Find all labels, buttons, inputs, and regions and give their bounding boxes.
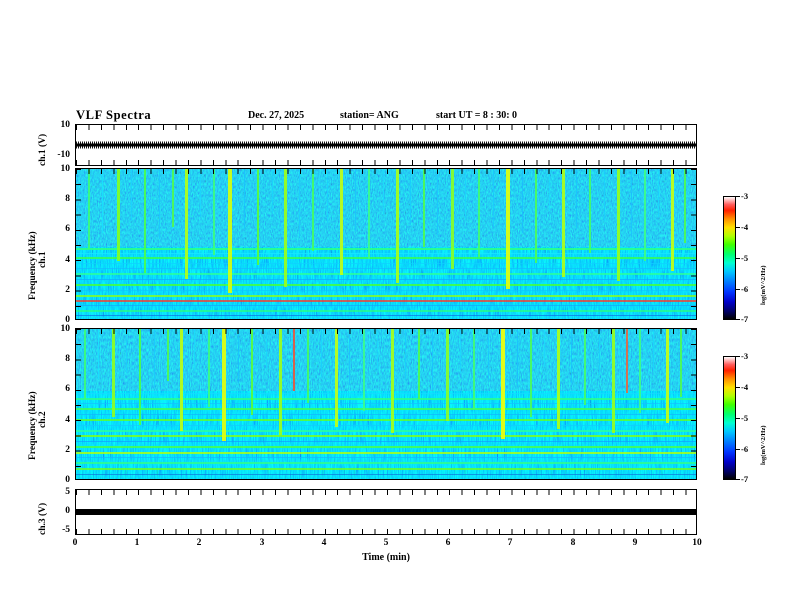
ch3-ytick-5: 5 bbox=[65, 487, 70, 497]
xtick-2: 2 bbox=[196, 538, 202, 548]
cb1-tick-label-4: -7 bbox=[741, 314, 749, 324]
cb2-tick-label-4: -7 bbox=[741, 474, 749, 484]
xtick-6: 6 bbox=[445, 538, 451, 548]
cb2-tickline-4 bbox=[736, 479, 740, 480]
xtick-9: 9 bbox=[632, 538, 638, 548]
ch3-voltage-axis-title: ch.3 (V) bbox=[38, 502, 48, 535]
ch3-waveform-trace bbox=[76, 509, 696, 515]
ch2-colorbar bbox=[723, 356, 736, 480]
sp2-axis-title-ch: ch.2 bbox=[38, 411, 48, 428]
ch2-sferic-streaks bbox=[84, 329, 682, 441]
ch1-top-ticks bbox=[76, 125, 696, 130]
ch1-waveform-core bbox=[76, 143, 696, 147]
ch1-ytick-top: 10 bbox=[60, 120, 71, 130]
ch2-spectrogram-image bbox=[76, 329, 696, 479]
xtick-1: 1 bbox=[134, 538, 140, 548]
cb2-tickline-1 bbox=[736, 387, 740, 388]
cb1-tickline-3 bbox=[736, 289, 740, 290]
ch1-bottom-ticks bbox=[76, 160, 696, 165]
xtick-4: 4 bbox=[321, 538, 327, 548]
sp2-ytick-6: 6 bbox=[65, 384, 70, 394]
ch1-sferic-streaks bbox=[88, 169, 686, 293]
panel-ch1-waveform bbox=[75, 124, 697, 166]
ch3-ytick-0: 0 bbox=[65, 506, 70, 516]
sp2-ytick-8: 8 bbox=[65, 354, 70, 364]
ch1-ytick-bottom: -10 bbox=[57, 150, 70, 160]
cb1-tick-label-3: -6 bbox=[741, 284, 749, 294]
sp1-ytick-6: 6 bbox=[65, 224, 70, 234]
cb1-tick-label-2: -5 bbox=[741, 253, 749, 263]
cb1-tickline-2 bbox=[736, 258, 740, 259]
cb1-tick-label-0: -3 bbox=[741, 191, 749, 201]
cb1-tickline-4 bbox=[736, 319, 740, 320]
sp2-left-ticks bbox=[76, 329, 81, 479]
sp1-axis-title-freq: Frequency (kHz) bbox=[28, 231, 38, 300]
ch2-transmitter-lines bbox=[76, 393, 696, 475]
start-ut-label: start UT = 8 : 30: 0 bbox=[436, 110, 518, 121]
xtick-5: 5 bbox=[383, 538, 389, 548]
sp2-ytick-0: 0 bbox=[65, 475, 70, 485]
ch1-spectrogram-image bbox=[76, 169, 696, 319]
x-axis-title: Time (min) bbox=[362, 552, 410, 563]
sp1-ytick-0: 0 bbox=[65, 315, 70, 325]
sp2-top-ticks bbox=[76, 329, 696, 334]
station-label: station= ANG bbox=[340, 110, 399, 121]
sp2-right-ticks bbox=[691, 329, 696, 479]
cb2-tickline-2 bbox=[736, 418, 740, 419]
cb2-tick-label-0: -3 bbox=[741, 351, 749, 361]
cb2-tick-label-3: -6 bbox=[741, 444, 749, 454]
sp1-ytick-4: 4 bbox=[65, 255, 70, 265]
sp1-right-ticks bbox=[691, 169, 696, 319]
sp2-ytick-2: 2 bbox=[65, 445, 70, 455]
cb2-title: log(mV^2/Hz) bbox=[760, 425, 767, 465]
ch1-voltage-axis-title: ch.1 (V) bbox=[38, 133, 48, 166]
cb2-tickline-0 bbox=[736, 356, 740, 357]
sp2-ytick-10: 10 bbox=[60, 324, 71, 334]
xtick-7: 7 bbox=[507, 538, 513, 548]
sp1-left-ticks bbox=[76, 169, 81, 319]
sp1-top-ticks bbox=[76, 169, 696, 174]
cb2-tick-label-2: -5 bbox=[741, 413, 749, 423]
xtick-0: 0 bbox=[72, 538, 78, 548]
cb2-tick-label-1: -4 bbox=[741, 382, 749, 392]
cb1-tick-label-1: -4 bbox=[741, 222, 749, 232]
page-title: VLF Spectra bbox=[76, 108, 152, 122]
cb1-tickline-0 bbox=[736, 196, 740, 197]
ch3-ytick-neg5: -5 bbox=[62, 525, 70, 535]
sp1-axis-title-ch: ch.1 bbox=[38, 251, 48, 268]
sp2-axis-title-freq: Frequency (kHz) bbox=[28, 391, 38, 460]
xtick-10: 10 bbox=[692, 538, 702, 548]
ch3-top-ticks bbox=[76, 490, 696, 495]
xtick-3: 3 bbox=[259, 538, 265, 548]
panel-ch1-spectrogram bbox=[75, 168, 697, 320]
cb1-title: log(mV^2/Hz) bbox=[760, 265, 767, 305]
sp1-ytick-8: 8 bbox=[65, 194, 70, 204]
ch1-colorbar bbox=[723, 196, 736, 320]
cb1-tickline-1 bbox=[736, 227, 740, 228]
panel-ch2-spectrogram bbox=[75, 328, 697, 480]
ch1-transmitter-lines bbox=[76, 248, 696, 316]
cb2-tickline-3 bbox=[736, 449, 740, 450]
sp1-ytick-10: 10 bbox=[60, 164, 71, 174]
xtick-8: 8 bbox=[570, 538, 576, 548]
observation-date: Dec. 27, 2025 bbox=[248, 110, 305, 121]
panel-ch3-waveform bbox=[75, 489, 697, 535]
sp2-ytick-4: 4 bbox=[65, 415, 70, 425]
sp1-ytick-2: 2 bbox=[65, 285, 70, 295]
ch3-bottom-ticks bbox=[76, 529, 696, 534]
